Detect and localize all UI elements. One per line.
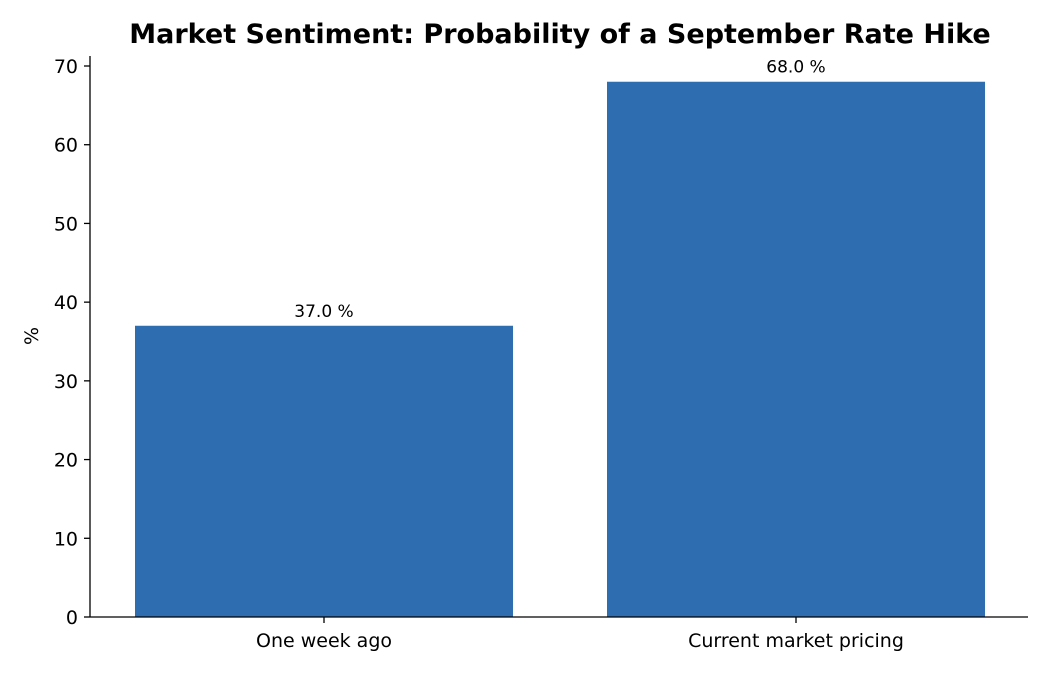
y-tick-label: 40: [54, 292, 78, 314]
y-tick-label: 20: [54, 450, 78, 472]
bar-value-label: 37.0 %: [294, 302, 353, 322]
y-axis-label: %: [21, 327, 43, 345]
bar-value-label: 68.0 %: [766, 58, 825, 78]
y-tick-label: 30: [54, 371, 78, 393]
bar: [607, 81, 985, 617]
y-tick-label: 70: [54, 56, 78, 78]
bars-layer: [135, 81, 985, 617]
x-tick-label: One week ago: [256, 630, 392, 652]
bar: [135, 325, 513, 617]
y-tick-label: 10: [54, 528, 78, 550]
y-tick-label: 0: [66, 607, 78, 629]
y-axis: 0 10 20 30 40 50 60 70: [54, 56, 91, 629]
y-tick-label: 60: [54, 135, 78, 157]
value-labels-layer: 37.0 % 68.0 %: [294, 58, 825, 322]
chart-title: Market Sentiment: Probability of a Septe…: [129, 19, 991, 50]
y-tick-label: 50: [54, 213, 78, 235]
x-axis: One week ago Current market pricing: [90, 616, 1028, 652]
x-tick-label: Current market pricing: [688, 630, 904, 652]
